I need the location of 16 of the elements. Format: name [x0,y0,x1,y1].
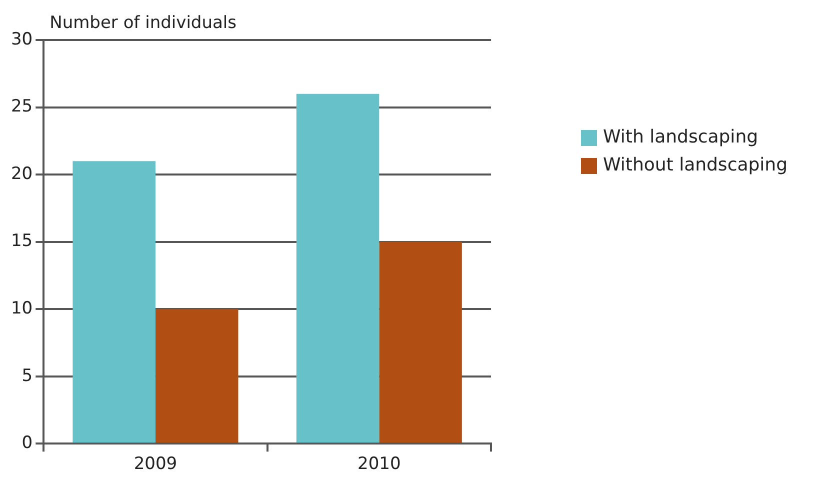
bar [296,94,380,443]
x-tick-label: 2009 [134,454,178,474]
y-tick-label: 20 [10,164,33,184]
legend-label: With landscaping [603,126,758,148]
bar [72,161,156,443]
y-tick-label: 15 [10,231,33,252]
y-axis-title: Number of individuals [50,12,237,33]
x-tick-label: 2010 [358,454,401,474]
y-tick-label: 30 [10,29,33,50]
bar [379,242,462,443]
y-tick-label: 5 [22,366,33,386]
y-tick-label: 0 [22,433,33,454]
y-tick-label: 25 [10,96,33,117]
legend-label: Without landscaping [603,154,788,176]
y-tick-label: 10 [10,298,33,318]
bar [155,309,238,443]
